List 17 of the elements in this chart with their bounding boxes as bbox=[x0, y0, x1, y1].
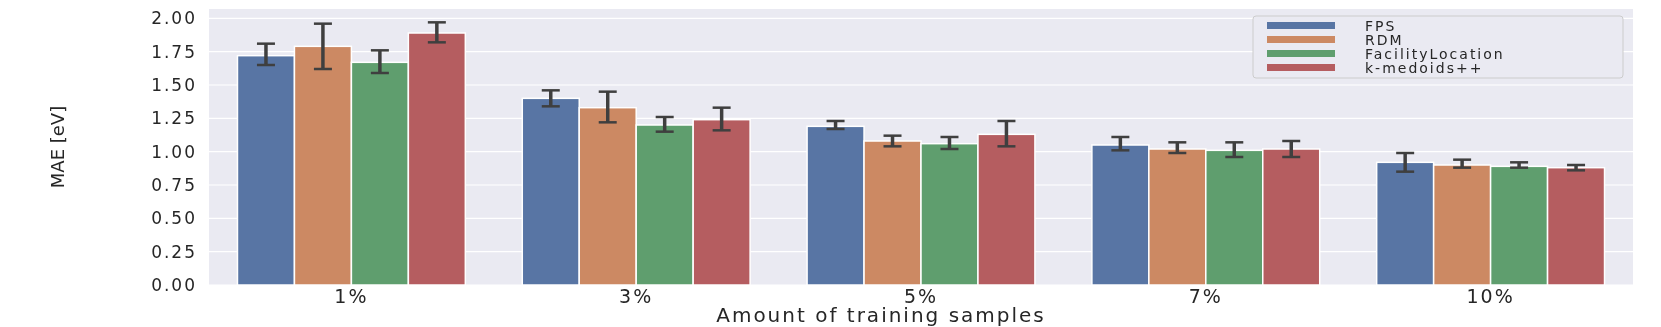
y-tick-label: 0.25 bbox=[151, 241, 197, 262]
y-tick-label: 0.00 bbox=[151, 274, 197, 295]
legend-label: RDM bbox=[1365, 31, 1404, 48]
y-tick-label: 1.50 bbox=[151, 74, 197, 95]
y-tick-label: 2.00 bbox=[151, 8, 197, 29]
y-tick-label: 0.50 bbox=[151, 208, 197, 229]
y-tick-label: 1.25 bbox=[151, 108, 197, 129]
y-tick-label: 0.75 bbox=[151, 174, 197, 195]
legend-label: FPS bbox=[1365, 17, 1397, 34]
x-tick-label: 1% bbox=[334, 285, 369, 307]
legend-label: FacilityLocation bbox=[1365, 45, 1505, 62]
x-tick-label: 7% bbox=[1188, 285, 1223, 307]
x-tick-label: 3% bbox=[619, 285, 654, 307]
y-tick-label: 1.00 bbox=[151, 141, 197, 162]
x-tick-label: 10% bbox=[1466, 285, 1515, 307]
y-tick-label: 1.75 bbox=[151, 41, 197, 62]
y-axis-title: MAE [eV] bbox=[47, 105, 68, 189]
